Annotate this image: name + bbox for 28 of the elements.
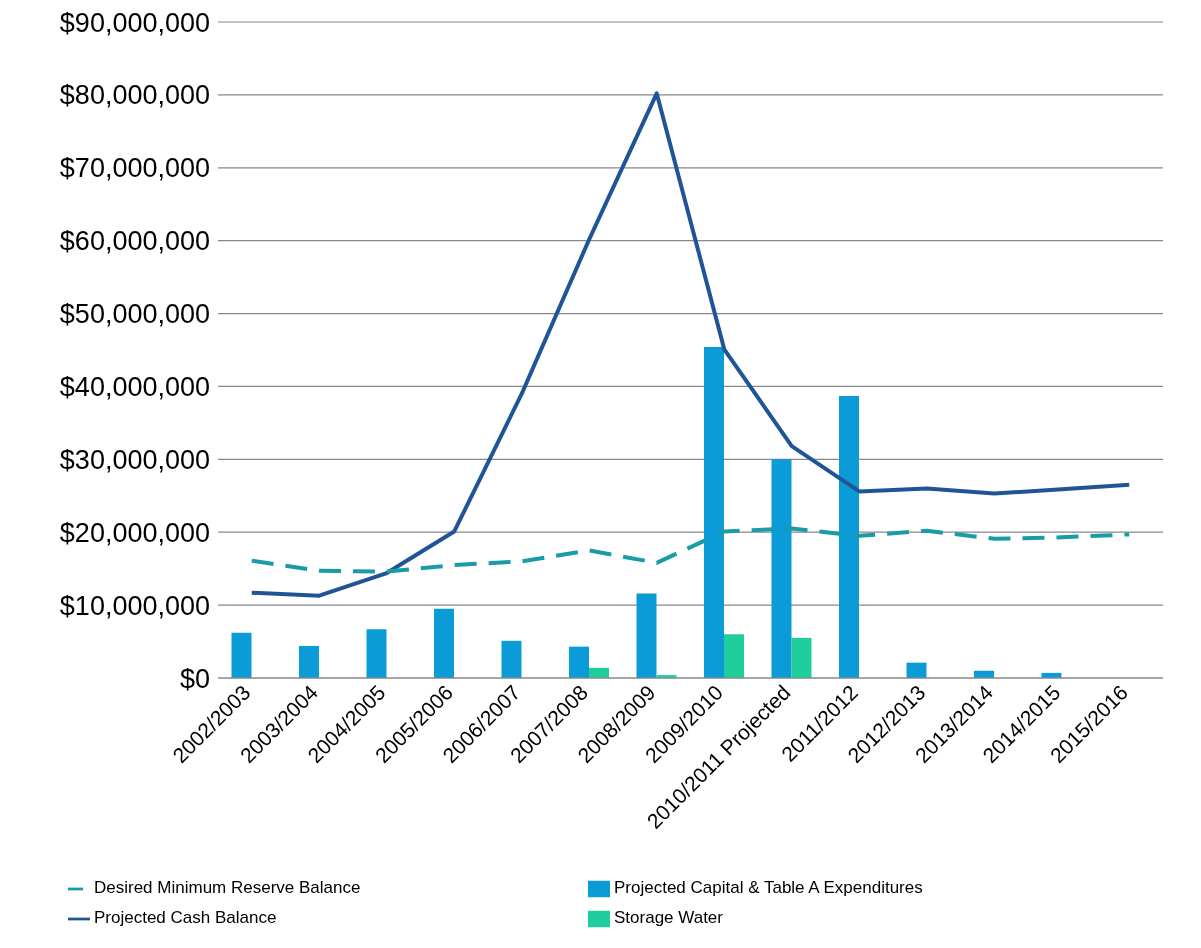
bar bbox=[231, 632, 252, 678]
bar bbox=[434, 608, 454, 678]
legend-label: Desired Minimum Reserve Balance bbox=[94, 878, 361, 898]
bar bbox=[791, 637, 812, 678]
y-tick-label: $70,000,000 bbox=[59, 153, 210, 184]
bar bbox=[366, 629, 387, 678]
line-series bbox=[249, 91, 1132, 598]
y-tick-label: $20,000,000 bbox=[59, 517, 210, 548]
y-tick-label: $80,000,000 bbox=[59, 80, 210, 111]
bar bbox=[501, 640, 522, 678]
line-series bbox=[249, 526, 1132, 574]
bar bbox=[771, 459, 792, 678]
bar bbox=[906, 662, 927, 678]
y-tick-label: $90,000,000 bbox=[59, 7, 210, 38]
bar bbox=[704, 347, 724, 678]
bar bbox=[299, 645, 319, 678]
y-tick-label: $30,000,000 bbox=[59, 444, 210, 475]
legend-label: Projected Cash Balance bbox=[94, 908, 277, 928]
bar bbox=[569, 646, 589, 678]
legend-label: Storage Water bbox=[614, 908, 723, 928]
bar bbox=[636, 593, 657, 678]
bar bbox=[839, 395, 859, 678]
bar bbox=[724, 634, 744, 678]
y-tick-label: $50,000,000 bbox=[59, 299, 210, 330]
legend-label: Projected Capital & Table A Expenditures bbox=[614, 878, 923, 898]
y-tick-label: $10,000,000 bbox=[59, 590, 210, 621]
y-tick-label: $60,000,000 bbox=[59, 226, 210, 257]
y-tick-label: $40,000,000 bbox=[59, 372, 210, 403]
